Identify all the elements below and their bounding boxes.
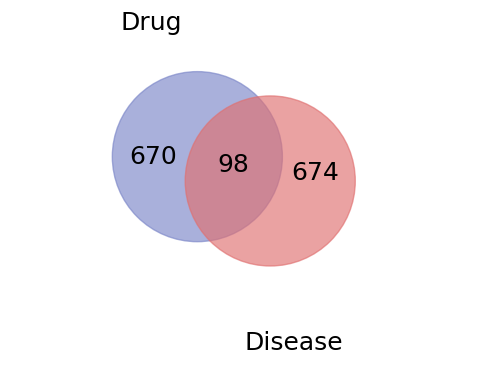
Text: Disease: Disease [244,331,343,355]
Circle shape [185,96,356,266]
Text: 98: 98 [218,153,250,177]
Circle shape [112,72,282,242]
Text: Drug: Drug [120,11,182,35]
Text: 670: 670 [129,145,176,169]
Text: 674: 674 [291,161,339,185]
